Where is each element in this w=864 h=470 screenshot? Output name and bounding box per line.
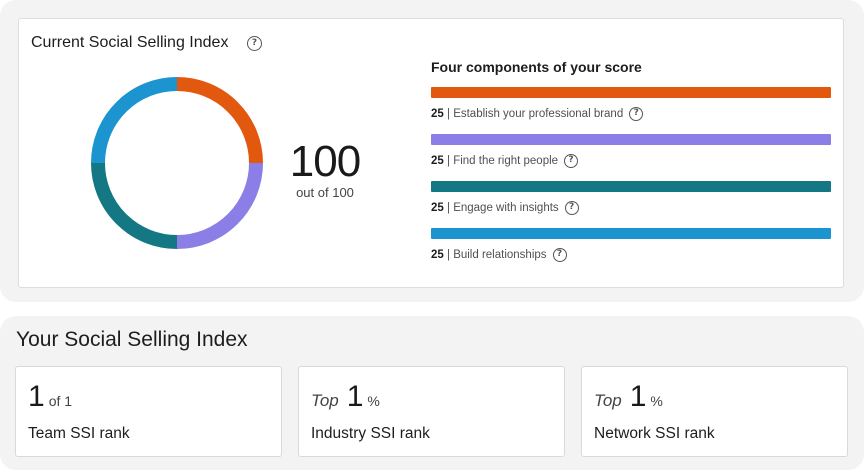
help-icon[interactable]: ? bbox=[552, 248, 567, 262]
component-bar bbox=[431, 228, 831, 239]
component-bar bbox=[431, 87, 831, 98]
component-score: 25 bbox=[431, 108, 444, 120]
component-name: Find the right people bbox=[453, 155, 559, 167]
help-icon[interactable]: ? bbox=[629, 107, 644, 121]
rank-suffix: of 1 bbox=[48, 393, 73, 409]
rank-prefix: Top bbox=[594, 391, 622, 410]
help-icon[interactable]: ? bbox=[564, 201, 579, 215]
help-icon[interactable]: ? bbox=[564, 154, 579, 168]
rank-value: Top 1 % bbox=[311, 381, 380, 413]
rank-suffix: % bbox=[367, 393, 380, 409]
your-ssi-title: Your Social Selling Index bbox=[16, 328, 248, 351]
component-relationships: 25 | Build relationships ? bbox=[431, 228, 831, 262]
donut-segment-relationships bbox=[91, 77, 178, 164]
rank-label: Network SSI rank bbox=[594, 425, 715, 442]
current-ssi-title: Current Social Selling Index bbox=[31, 34, 229, 51]
component-bar bbox=[431, 181, 831, 192]
component-insights: 25 | Engage with insights ? bbox=[431, 181, 831, 215]
component-score: 25 bbox=[431, 155, 444, 167]
rank-number: 1 bbox=[629, 380, 647, 413]
help-icon[interactable]: ? bbox=[247, 36, 262, 51]
industry-rank-card: Top 1 % Industry SSI rank bbox=[298, 366, 565, 457]
current-ssi-panel: Current Social Selling Index ? 100 out o… bbox=[0, 0, 864, 302]
ssi-score-out-of: out of 100 bbox=[296, 185, 354, 200]
component-name: Establish your professional brand bbox=[453, 108, 624, 120]
network-rank-card: Top 1 % Network SSI rank bbox=[581, 366, 848, 457]
donut-segment-brand bbox=[176, 77, 263, 164]
component-label: 25 | Build relationships ? bbox=[431, 248, 831, 262]
component-brand: 25 | Establish your professional brand ? bbox=[431, 87, 831, 121]
rank-value: Top 1 % bbox=[594, 381, 663, 413]
donut-segment-people bbox=[176, 162, 263, 249]
component-label: 25 | Establish your professional brand ? bbox=[431, 107, 831, 121]
rank-number: 1 bbox=[28, 380, 45, 413]
current-ssi-card: Current Social Selling Index ? 100 out o… bbox=[18, 18, 844, 288]
rank-value: 1 of 1 bbox=[28, 381, 72, 413]
component-score: 25 bbox=[431, 202, 444, 214]
component-name: Build relationships bbox=[453, 249, 547, 261]
component-label: 25 | Engage with insights ? bbox=[431, 201, 831, 215]
rank-suffix: % bbox=[650, 393, 663, 409]
donut-segment-insights bbox=[91, 162, 178, 249]
rank-prefix: Top bbox=[311, 391, 339, 410]
rank-label: Industry SSI rank bbox=[311, 425, 430, 442]
component-label: 25 | Find the right people ? bbox=[431, 154, 831, 168]
rank-label: Team SSI rank bbox=[28, 425, 130, 442]
ssi-donut-chart bbox=[91, 77, 263, 249]
ssi-score-value: 100 bbox=[289, 137, 361, 186]
component-people: 25 | Find the right people ? bbox=[431, 134, 831, 168]
component-bar bbox=[431, 134, 831, 145]
components-heading: Four components of your score bbox=[431, 59, 642, 75]
team-rank-card: 1 of 1 Team SSI rank bbox=[15, 366, 282, 457]
component-score: 25 bbox=[431, 249, 444, 261]
rank-number: 1 bbox=[346, 380, 364, 413]
your-ssi-panel: Your Social Selling Index 1 of 1 Team SS… bbox=[0, 316, 864, 470]
component-name: Engage with insights bbox=[453, 202, 559, 214]
